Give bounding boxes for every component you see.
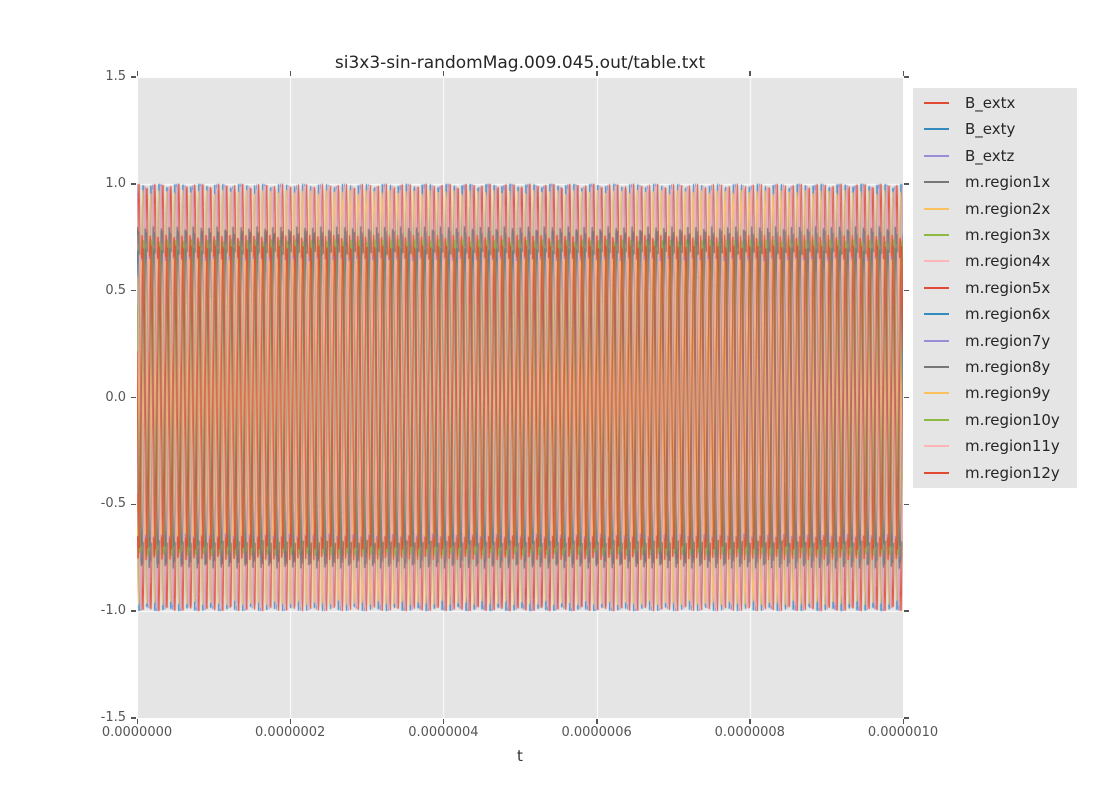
y-tick-mark [131, 183, 136, 185]
y-tick-mark-right [904, 76, 909, 78]
legend-line-sample [924, 445, 949, 448]
legend-item: m.region3x [913, 224, 1077, 246]
legend-line-sample [924, 392, 949, 395]
legend-item: m.region8y [913, 356, 1077, 378]
y-tick-label: 0.5 [105, 282, 126, 298]
x-tick-mark-top [442, 71, 445, 76]
x-tick-mark [902, 719, 904, 724]
legend-label: m.region3x [965, 226, 1051, 244]
legend-line-sample [924, 471, 949, 474]
legend: B_extx B_exty B_extz m.region1x m.region2x m.… [913, 88, 1077, 488]
legend-line-sample [924, 128, 949, 131]
legend-label: m.region6x [965, 305, 1051, 324]
legend-item: B_extz [913, 145, 1077, 167]
legend-item: m.region1x [913, 171, 1077, 193]
x-tick-mark-top [289, 71, 292, 76]
legend-line-sample [924, 102, 949, 104]
legend-label: m.region7y [965, 331, 1051, 350]
x-tick-label: 0.0000000 [101, 725, 173, 740]
legend-item: m.region9y [913, 382, 1077, 404]
x-tick-mark-top [902, 71, 904, 76]
x-tick-mark-top [749, 71, 751, 76]
x-tick-mark-top [136, 71, 138, 76]
x-tick-mark [749, 719, 751, 724]
y-tick-mark-right [904, 717, 909, 719]
y-tick-label: -1.0 [100, 603, 126, 619]
x-tick-label: 0.0000010 [867, 725, 939, 740]
y-tick-mark [131, 76, 136, 78]
x-axis-label: t [517, 747, 523, 765]
y-tick-mark-right [904, 289, 909, 292]
legend-item: m.region12y [913, 462, 1077, 484]
legend-item: B_exty [913, 118, 1077, 140]
x-tick-label: 0.0000004 [408, 725, 479, 740]
y-tick-label: 1.0 [105, 175, 126, 191]
legend-label: m.region10y [965, 410, 1060, 429]
y-tick-mark-right [904, 610, 909, 612]
y-tick-label: -1.5 [100, 710, 126, 725]
legend-label: m.region8y [965, 358, 1051, 376]
legend-label: m.region1x [965, 173, 1051, 192]
y-tick-mark [131, 289, 136, 292]
chart-title: si3x3-sin-randomMag.009.045.out/table.tx… [334, 53, 706, 73]
legend-line-sample [924, 234, 949, 236]
legend-label: B_extz [965, 146, 1015, 165]
legend-label: m.region4x [965, 252, 1051, 271]
legend-line-sample [924, 339, 949, 342]
legend-item: m.region4x [913, 250, 1077, 272]
y-tick-mark-right [904, 503, 909, 506]
x-tick-mark-top [596, 71, 598, 76]
y-tick-mark [131, 610, 136, 612]
x-tick-mark [596, 719, 598, 724]
x-tick-label: 0.0000002 [255, 725, 326, 740]
y-tick-label: 0.0 [105, 389, 126, 405]
legend-item: m.region7y [913, 330, 1077, 352]
plot-canvas [137, 77, 903, 718]
legend-line-sample [924, 366, 949, 368]
y-tick-label: 1.5 [105, 69, 126, 84]
y-tick-label: -0.5 [100, 496, 126, 512]
x-tick-mark [136, 719, 138, 724]
legend-label: B_extx [965, 94, 1016, 112]
legend-item: m.region2x [913, 198, 1077, 220]
legend-label: m.region5x [965, 278, 1051, 297]
x-tick-mark [289, 719, 292, 724]
y-tick-mark-right [904, 396, 909, 399]
legend-line-sample [924, 313, 949, 316]
legend-item: m.region11y [913, 435, 1077, 457]
legend-line-sample [924, 207, 949, 210]
legend-line-sample [924, 181, 949, 184]
plot-area [137, 77, 903, 718]
y-tick-mark [131, 717, 136, 719]
legend-line-sample [924, 260, 949, 263]
legend-item: B_extx [913, 92, 1077, 114]
legend-line-sample [924, 154, 949, 157]
legend-item: m.region5x [913, 277, 1077, 299]
y-tick-mark [131, 503, 136, 506]
legend-label: m.region11y [965, 437, 1060, 456]
x-tick-label: 0.0000008 [714, 725, 785, 740]
legend-item: m.region6x [913, 303, 1077, 325]
legend-label: B_exty [965, 120, 1016, 139]
legend-line-sample [924, 286, 949, 289]
legend-label: m.region2x [965, 199, 1051, 218]
legend-label: m.region9y [965, 384, 1051, 403]
legend-item: m.region10y [913, 409, 1077, 431]
legend-line-sample [924, 418, 949, 421]
x-tick-mark [442, 719, 445, 724]
x-tick-label: 0.0000006 [561, 725, 632, 740]
legend-label: m.region12y [965, 463, 1060, 482]
y-tick-mark [131, 396, 136, 399]
y-tick-mark-right [904, 183, 909, 185]
